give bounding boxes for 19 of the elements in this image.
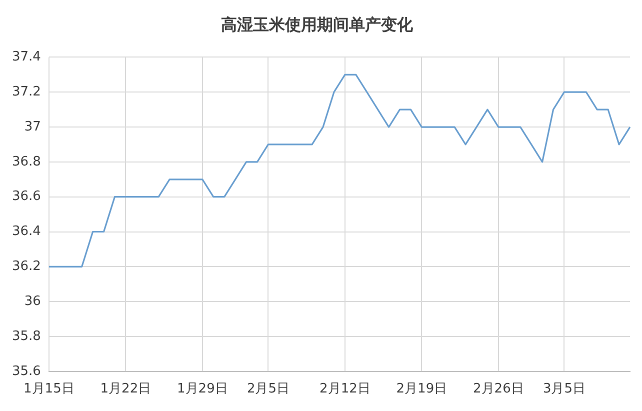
x-tick-label: 1月29日: [177, 382, 228, 397]
x-tick-label: 2月19日: [396, 382, 448, 397]
x-tick-label: 3月5日: [542, 382, 586, 397]
y-tick-label: 36.4: [12, 224, 41, 240]
chart-title: 高湿玉米使用期间单产变化: [221, 14, 414, 34]
y-tick-label: 37.4: [12, 50, 41, 65]
y-tick-label: 35.6: [12, 364, 41, 379]
x-tick-label: 1月22日: [100, 382, 152, 397]
y-tick-label: 36.2: [12, 259, 41, 274]
x-tick-label: 2月12日: [320, 382, 370, 397]
y-tick-label: 36.6: [12, 189, 41, 204]
y-tick-label: 36: [24, 294, 41, 309]
y-tick-label: 35.8: [12, 328, 41, 344]
x-tick-label: 1月15日: [24, 382, 74, 397]
x-tick-label: 2月26日: [473, 382, 524, 397]
y-tick-label: 37: [24, 119, 41, 134]
y-tick-label: 37.2: [12, 84, 41, 100]
y-tick-label: 36.8: [12, 154, 41, 170]
x-tick-label: 2月5日: [246, 382, 290, 397]
